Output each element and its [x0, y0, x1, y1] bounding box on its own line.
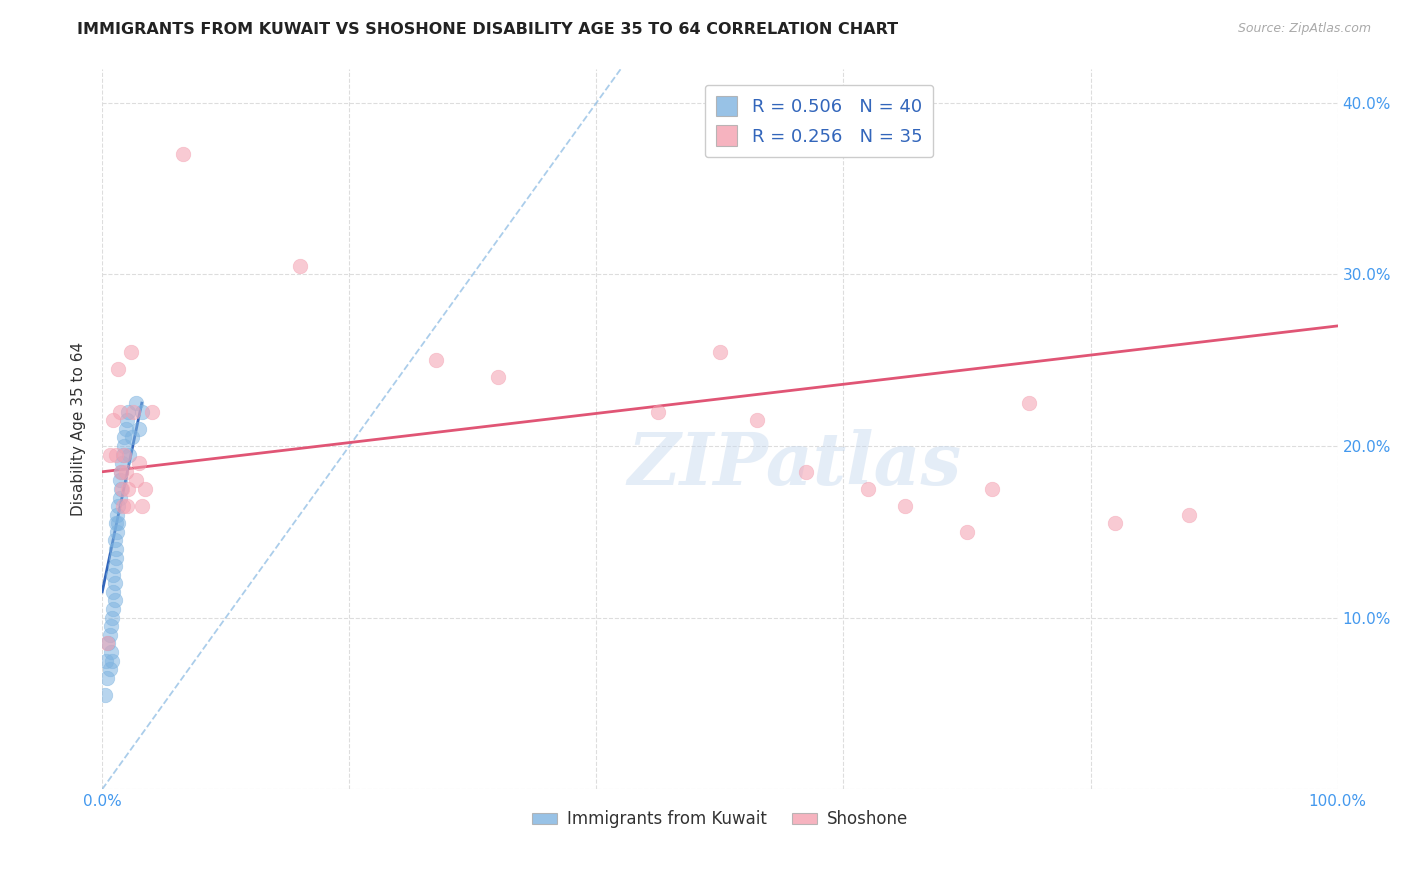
Point	[110, 465, 132, 479]
Point	[112, 499, 135, 513]
Point	[112, 448, 135, 462]
Point	[131, 405, 153, 419]
Point	[100, 619, 122, 633]
Point	[172, 147, 194, 161]
Point	[104, 448, 127, 462]
Point	[103, 567, 125, 582]
Point	[111, 456, 134, 470]
Point	[1018, 396, 1040, 410]
Point	[105, 508, 128, 522]
Point	[103, 593, 125, 607]
Point	[101, 610, 124, 624]
Point	[131, 499, 153, 513]
Point	[956, 524, 979, 539]
Point	[110, 465, 132, 479]
Point	[97, 636, 120, 650]
Point	[100, 645, 122, 659]
Point	[103, 533, 125, 548]
Point	[647, 405, 669, 419]
Point	[141, 405, 163, 419]
Point	[103, 413, 125, 427]
Point	[856, 482, 879, 496]
Point	[105, 524, 128, 539]
Point	[101, 653, 124, 667]
Point	[980, 482, 1002, 496]
Point	[745, 413, 768, 427]
Point	[94, 653, 117, 667]
Text: Source: ZipAtlas.com: Source: ZipAtlas.com	[1237, 22, 1371, 36]
Point	[104, 516, 127, 531]
Point	[894, 499, 917, 513]
Point	[107, 516, 129, 531]
Point	[111, 482, 134, 496]
Point	[117, 405, 139, 419]
Point	[124, 396, 146, 410]
Point	[110, 482, 132, 496]
Point	[128, 456, 150, 470]
Point	[98, 662, 121, 676]
Legend: Immigrants from Kuwait, Shoshone: Immigrants from Kuwait, Shoshone	[526, 804, 915, 835]
Text: IMMIGRANTS FROM KUWAIT VS SHOSHONE DISABILITY AGE 35 TO 64 CORRELATION CHART: IMMIGRANTS FROM KUWAIT VS SHOSHONE DISAB…	[77, 22, 898, 37]
Point	[103, 559, 125, 574]
Point	[122, 405, 145, 419]
Point	[114, 448, 136, 462]
Point	[486, 370, 509, 384]
Y-axis label: Disability Age 35 to 64: Disability Age 35 to 64	[72, 342, 86, 516]
Point	[98, 628, 121, 642]
Point	[115, 499, 138, 513]
Point	[114, 422, 136, 436]
Point	[103, 576, 125, 591]
Point	[108, 491, 131, 505]
Point	[134, 482, 156, 496]
Point	[120, 344, 142, 359]
Point	[114, 430, 136, 444]
Point	[103, 585, 125, 599]
Point	[709, 344, 731, 359]
Text: ZIPatlas: ZIPatlas	[627, 429, 962, 500]
Point	[115, 413, 138, 427]
Point	[108, 474, 131, 488]
Point	[93, 688, 115, 702]
Point	[98, 448, 121, 462]
Point	[104, 550, 127, 565]
Point	[796, 465, 818, 479]
Point	[114, 465, 136, 479]
Point	[96, 671, 118, 685]
Point	[1178, 508, 1201, 522]
Point	[104, 541, 127, 556]
Point	[107, 499, 129, 513]
Point	[107, 361, 129, 376]
Point	[103, 602, 125, 616]
Point	[117, 482, 139, 496]
Point	[425, 353, 447, 368]
Point	[128, 422, 150, 436]
Point	[96, 636, 118, 650]
Point	[114, 439, 136, 453]
Point	[108, 405, 131, 419]
Point	[118, 448, 141, 462]
Point	[1104, 516, 1126, 531]
Point	[124, 474, 146, 488]
Point	[288, 259, 311, 273]
Point	[121, 430, 143, 444]
